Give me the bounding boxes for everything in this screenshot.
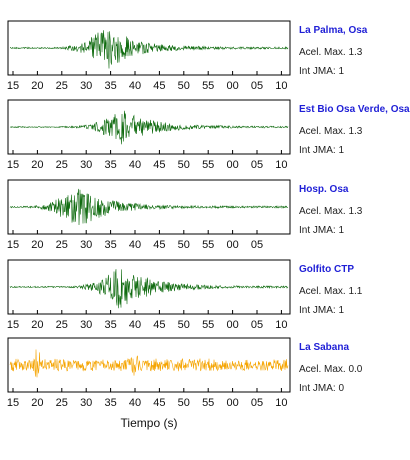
x-tick-label: 00: [226, 319, 238, 331]
station-name: Est Bio Osa Verde, Osa: [299, 104, 410, 115]
x-tick-label: 25: [56, 80, 68, 92]
waveform-trace: [9, 110, 289, 145]
x-tick-label: 00: [226, 159, 238, 171]
jma-intensity-label: Int JMA: 1: [299, 145, 344, 156]
station-name: Hosp. Osa: [299, 184, 349, 195]
x-tick-label: 35: [104, 319, 116, 331]
x-tick-label: 00: [226, 80, 238, 92]
x-tick-label: 50: [178, 319, 190, 331]
x-tick-label: 05: [251, 239, 263, 251]
x-tick-label: 45: [153, 319, 165, 331]
x-tick-label: 55: [202, 159, 214, 171]
acceleration-label: Acel. Max. 1.1: [299, 286, 363, 297]
x-tick-label: 00: [226, 397, 238, 409]
x-tick-label: 55: [202, 319, 214, 331]
x-tick-label: 45: [153, 159, 165, 171]
panel-frame: [7, 99, 291, 155]
x-tick-label: 15: [7, 239, 19, 251]
waveform-trace: [9, 269, 289, 309]
x-tick-label: 55: [202, 80, 214, 92]
jma-intensity-label: Int JMA: 1: [299, 66, 344, 77]
x-tick-label: 40: [129, 239, 141, 251]
x-tick-label: 20: [31, 239, 43, 251]
jma-intensity-label: Int JMA: 1: [299, 305, 344, 316]
x-tick-label: 45: [153, 397, 165, 409]
x-tick-label: 15: [7, 319, 19, 331]
jma-intensity-label: Int JMA: 0: [299, 383, 344, 394]
x-tick-label: 25: [56, 319, 68, 331]
station-panel: 15 20 25 30 35 40 45 50 55 00 05 10 Golfito CTP Acel.…: [7, 259, 363, 331]
panel-frame: [7, 179, 291, 235]
x-tick-label: 10: [275, 319, 287, 331]
x-tick-label: 15: [7, 80, 19, 92]
x-tick-label: 55: [202, 397, 214, 409]
x-tick-label: 05: [251, 319, 263, 331]
station-panel: 15 20 25 30 35 40 45 50 55 00 05 10 Est Bio Osa Verd…: [7, 99, 410, 171]
station-panel: 15 20 25 30 35 40 45 50 55 00 05 10 La Sabana Acel. M…: [7, 337, 363, 409]
x-tick-label: 20: [31, 319, 43, 331]
x-tick-label: 45: [153, 239, 165, 251]
x-tick-label: 30: [80, 239, 92, 251]
acceleration-label: Acel. Max. 1.3: [299, 47, 363, 58]
x-tick-label: 25: [56, 159, 68, 171]
station-panel: 15 20 25 30 35 40 45 50 55 00 05 Hosp. Osa Acel. Max…: [7, 179, 363, 251]
x-tick-label: 30: [80, 80, 92, 92]
x-tick-label: 30: [80, 397, 92, 409]
x-tick-label: 25: [56, 239, 68, 251]
x-tick-label: 35: [104, 159, 116, 171]
jma-intensity-label: Int JMA: 1: [299, 225, 344, 236]
x-tick-label: 40: [129, 80, 141, 92]
x-tick-label: 30: [80, 159, 92, 171]
x-tick-label: 50: [178, 397, 190, 409]
x-tick-label: 40: [129, 397, 141, 409]
x-tick-label: 35: [104, 397, 116, 409]
waveform-trace: [9, 188, 289, 226]
x-tick-label: 50: [178, 159, 190, 171]
x-tick-label: 55: [202, 239, 214, 251]
x-axis-title: Tiempo (s): [121, 416, 178, 430]
panel-frame: [7, 20, 291, 76]
x-tick-label: 10: [275, 80, 287, 92]
acceleration-label: Acel. Max. 0.0: [299, 364, 363, 375]
x-tick-label: 20: [31, 80, 43, 92]
waveform-trace: [10, 30, 289, 69]
x-tick-label: 10: [275, 397, 287, 409]
x-tick-label: 20: [31, 397, 43, 409]
x-tick-label: 40: [129, 319, 141, 331]
station-name: La Palma, Osa: [299, 25, 368, 36]
x-tick-label: 05: [251, 397, 263, 409]
x-tick-label: 30: [80, 319, 92, 331]
station-panel: 15 20 25 30 35 40 45 50 55 00 05 10 La Palma, Osa Ace…: [7, 20, 368, 92]
x-tick-label: 35: [104, 80, 116, 92]
x-tick-label: 40: [129, 159, 141, 171]
x-tick-label: 25: [56, 397, 68, 409]
x-tick-label: 50: [178, 239, 190, 251]
station-name: Golfito CTP: [299, 264, 354, 275]
panel-frame: [7, 337, 291, 393]
x-tick-label: 15: [7, 397, 19, 409]
x-tick-label: 05: [251, 80, 263, 92]
acceleration-label: Acel. Max. 1.3: [299, 206, 363, 217]
x-tick-label: 50: [178, 80, 190, 92]
x-tick-label: 00: [226, 239, 238, 251]
x-tick-label: 05: [251, 159, 263, 171]
panel-frame: [7, 259, 291, 315]
x-tick-label: 10: [275, 159, 287, 171]
x-tick-label: 15: [7, 159, 19, 171]
x-tick-label: 45: [153, 80, 165, 92]
station-name: La Sabana: [299, 342, 349, 353]
x-tick-label: 35: [104, 239, 116, 251]
waveform-trace: [9, 349, 289, 378]
acceleration-label: Acel. Max. 1.3: [299, 126, 363, 137]
x-tick-label: 20: [31, 159, 43, 171]
